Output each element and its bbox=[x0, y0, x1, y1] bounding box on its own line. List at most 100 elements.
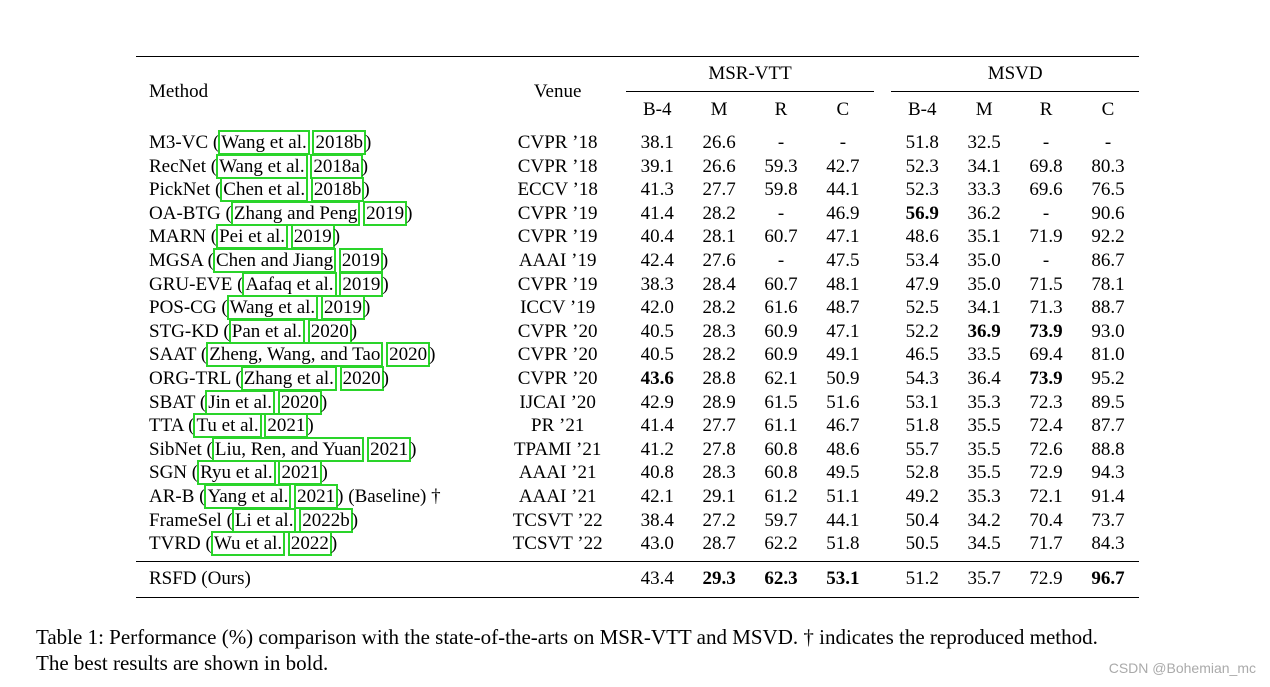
value-cell: 27.7 bbox=[702, 179, 736, 201]
citation-author-link[interactable]: Chen and Jiang bbox=[212, 247, 337, 273]
citation-author-link[interactable]: Liu, Ren, and Yuan bbox=[211, 436, 365, 462]
value-cell: 81.0 bbox=[1091, 344, 1125, 366]
cite-close: ) bbox=[330, 533, 338, 555]
citation-author-link[interactable]: Yang et al. bbox=[204, 483, 292, 509]
citation-author-link[interactable]: Pei et al. bbox=[216, 224, 289, 250]
method-cell: MGSA (Chen and Jiang 2019) bbox=[136, 247, 507, 273]
value-cell: 47.1 bbox=[826, 320, 860, 342]
citation-author-link[interactable]: Wu et al. bbox=[210, 531, 286, 557]
method-cell: RecNet (Wang et al. 2018a) bbox=[136, 153, 507, 179]
citation-year-link[interactable]: 2021 bbox=[367, 436, 412, 462]
citation-author-link[interactable]: Tu et al. bbox=[193, 413, 262, 439]
citation-author-link[interactable]: Wang et al. bbox=[216, 153, 308, 179]
table-row: OA-BTG (Zhang and Peng 2019) CVPR ’19 41.4… bbox=[136, 200, 1139, 226]
cite-open: ( bbox=[194, 485, 206, 507]
citation-author-link[interactable]: Wang et al. bbox=[226, 295, 319, 321]
citation-year-link[interactable]: 2019 bbox=[363, 200, 408, 226]
msrvtt-group-header: MSR-VTT bbox=[626, 56, 874, 92]
citation-author-link[interactable]: Pan et al. bbox=[228, 318, 305, 344]
value-cell: - bbox=[777, 132, 785, 153]
citation-author-link[interactable]: Chen et al. bbox=[220, 177, 309, 203]
citation-author-link[interactable]: Zhang et al. bbox=[240, 365, 337, 391]
citation-year-link[interactable]: 2021 bbox=[294, 483, 339, 509]
value-cell: - bbox=[1042, 249, 1050, 271]
value-cell: 34.1 bbox=[967, 155, 1001, 177]
metric-header: C bbox=[836, 98, 850, 120]
value-cell: 40.5 bbox=[640, 320, 674, 342]
value-cell: 49.5 bbox=[826, 462, 860, 484]
method-cell: FrameSel (Li et al. 2022b) bbox=[136, 507, 507, 533]
citation-author-link[interactable]: Wang et al. bbox=[218, 130, 310, 155]
ours-value: 35.7 bbox=[953, 560, 1016, 598]
ours-method: RSFD (Ours) bbox=[136, 560, 507, 598]
value-cell: 51.1 bbox=[826, 485, 860, 507]
value-cell: 28.3 bbox=[702, 462, 736, 484]
method-cell: MARN (Pei et al. 2019) bbox=[136, 224, 507, 250]
citation-year-link[interactable]: 2020 bbox=[307, 318, 352, 344]
citation-year-link[interactable]: 2020 bbox=[277, 389, 322, 415]
venue-cell: TCSVT ’22 bbox=[512, 533, 603, 555]
method-name: SAAT bbox=[149, 344, 197, 366]
citation-year-link[interactable]: 2021 bbox=[278, 460, 323, 486]
value-cell: 60.8 bbox=[764, 438, 798, 460]
value-cell: 52.3 bbox=[905, 179, 939, 201]
venue-cell: AAAI ’21 bbox=[518, 485, 597, 507]
cite-close: ) bbox=[307, 415, 314, 437]
cite-close: ) (Baseline) † bbox=[337, 485, 441, 507]
value-cell: 28.7 bbox=[702, 533, 736, 555]
method-name: RecNet bbox=[149, 155, 206, 177]
value-cell: 69.8 bbox=[1029, 155, 1063, 177]
citation-author-link[interactable]: Zheng, Wang, and Tao bbox=[206, 342, 384, 368]
value-cell: 72.6 bbox=[1029, 438, 1063, 460]
citation-author-link[interactable]: Aafaq et al. bbox=[242, 271, 337, 297]
citation-year-link[interactable]: 2020 bbox=[339, 365, 384, 391]
ours-value: 29.3 bbox=[688, 560, 751, 598]
table-row: AR-B (Yang et al. 2021) (Baseline) † AAAI… bbox=[136, 483, 1139, 509]
citation-year-link[interactable]: 2019 bbox=[290, 224, 335, 250]
value-cell: 72.4 bbox=[1029, 415, 1063, 437]
venue-cell: CVPR ’19 bbox=[517, 273, 598, 295]
value-cell: 88.7 bbox=[1091, 297, 1125, 319]
value-cell: 51.8 bbox=[905, 132, 939, 153]
citation-author-link[interactable]: Ryu et al. bbox=[197, 460, 276, 486]
table-row: TVRD (Wu et al. 2022) TCSVT ’22 43.0 28.7 62… bbox=[136, 531, 1139, 561]
citation-year-link[interactable]: 2018a bbox=[310, 153, 363, 179]
citation-author-link[interactable]: Li et al. bbox=[231, 507, 297, 533]
citation-year-link[interactable]: 2019 bbox=[339, 271, 384, 297]
method-name: TVRD bbox=[149, 533, 201, 555]
cite-open: ( bbox=[216, 297, 228, 319]
method-header: Method bbox=[136, 56, 507, 127]
citation-year-link[interactable]: 2021 bbox=[264, 413, 309, 439]
citation-year-link[interactable]: 2019 bbox=[320, 295, 365, 321]
method-cell: TVRD (Wu et al. 2022) bbox=[136, 531, 507, 561]
value-cell: 52.5 bbox=[905, 297, 939, 319]
method-cell: POS-CG (Wang et al. 2019) bbox=[136, 295, 507, 321]
ours-venue bbox=[506, 560, 609, 598]
value-cell: 42.0 bbox=[640, 297, 674, 319]
citation-year-link[interactable]: 2020 bbox=[386, 342, 431, 368]
citation-year-link[interactable]: 2022b bbox=[299, 507, 353, 533]
citation-year-link[interactable]: 2018b bbox=[312, 130, 366, 155]
citation-year-link[interactable]: 2018b bbox=[310, 177, 365, 203]
method-cell: AR-B (Yang et al. 2021) (Baseline) † bbox=[136, 483, 507, 509]
table-row: PickNet (Chen et al. 2018b) ECCV ’18 41.3 2… bbox=[136, 177, 1139, 203]
value-cell: 34.1 bbox=[967, 297, 1001, 319]
cite-close: ) bbox=[321, 462, 328, 484]
citation-year-link[interactable]: 2022 bbox=[287, 531, 332, 557]
method-name: MGSA bbox=[149, 249, 203, 271]
ours-value: 96.7 bbox=[1076, 560, 1139, 598]
value-cell: 47.1 bbox=[826, 226, 860, 248]
metric-header: R bbox=[774, 98, 788, 120]
value-cell: 43.0 bbox=[640, 533, 674, 555]
value-cell: 46.9 bbox=[826, 202, 860, 224]
value-cell: - bbox=[1042, 132, 1050, 153]
citation-author-link[interactable]: Zhang and Peng bbox=[230, 200, 361, 226]
citation-author-link[interactable]: Jin et al. bbox=[205, 389, 276, 415]
value-cell: 28.8 bbox=[702, 367, 736, 389]
cite-close: ) bbox=[429, 344, 436, 366]
value-cell: 46.5 bbox=[905, 344, 939, 366]
citation-year-link[interactable]: 2019 bbox=[338, 247, 383, 273]
value-cell: 32.5 bbox=[967, 132, 1001, 153]
value-cell: 87.7 bbox=[1091, 415, 1125, 437]
metric-header: M bbox=[975, 98, 993, 120]
